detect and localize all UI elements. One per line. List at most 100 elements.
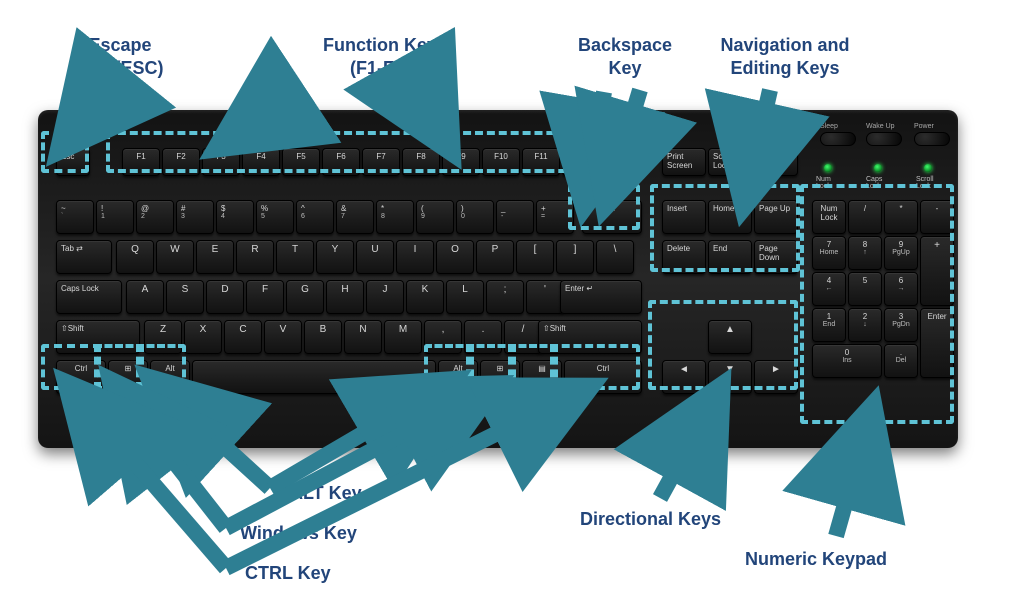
key-.[interactable]: . xyxy=(464,320,502,354)
key-np-r1-0[interactable]: Num Lock xyxy=(812,200,846,234)
key-row1-5[interactable]: %5 xyxy=(256,200,294,234)
key-f3[interactable]: F3 xyxy=(202,148,240,176)
key-n[interactable]: N xyxy=(344,320,382,354)
key-np-r1-2[interactable]: * xyxy=(884,200,918,234)
key-nav-top-0[interactable]: Print Screen xyxy=(662,148,706,176)
key-f10[interactable]: F10 xyxy=(482,148,520,176)
key-shift-left[interactable]: ⇧Shift xyxy=(56,320,140,354)
power-button[interactable] xyxy=(866,132,902,146)
key-np-6[interactable]: 6→ xyxy=(884,272,918,306)
key-\[interactable]: \ xyxy=(596,240,634,274)
key-/[interactable]: / xyxy=(504,320,542,354)
key-g[interactable]: G xyxy=(286,280,324,314)
key-backspace[interactable]: ← xyxy=(582,200,642,234)
key-y[interactable]: Y xyxy=(316,240,354,274)
power-button[interactable] xyxy=(820,132,856,146)
key-row1-4[interactable]: $4 xyxy=(216,200,254,234)
key-alt-right[interactable]: Alt xyxy=(438,360,478,394)
key-nav-0[interactable]: Insert xyxy=(662,200,706,234)
key-h[interactable]: H xyxy=(326,280,364,314)
key-arrow-left[interactable]: ◄ xyxy=(662,360,706,394)
key-np-3[interactable]: 3PgDn xyxy=(884,308,918,342)
key-f4[interactable]: F4 xyxy=(242,148,280,176)
key-nav2-1[interactable]: End xyxy=(708,240,752,274)
key-np-5[interactable]: 5 xyxy=(848,272,882,306)
key-np-8[interactable]: 8↑ xyxy=(848,236,882,270)
key-tab[interactable]: Tab ⇄ xyxy=(56,240,112,274)
key-row1-8[interactable]: *8 xyxy=(376,200,414,234)
key-f5[interactable]: F5 xyxy=(282,148,320,176)
key-row1-7[interactable]: &7 xyxy=(336,200,374,234)
key-f9[interactable]: F9 xyxy=(442,148,480,176)
key-f2[interactable]: F2 xyxy=(162,148,200,176)
key-np-0[interactable]: 0Ins xyxy=(812,344,882,378)
key-row1-10[interactable]: )0 xyxy=(456,200,494,234)
key-o[interactable]: O xyxy=(436,240,474,274)
key-shift-right[interactable]: ⇧Shift xyxy=(538,320,642,354)
key-row1-6[interactable]: ^6 xyxy=(296,200,334,234)
key-f11[interactable]: F11 xyxy=(522,148,560,176)
key-i[interactable]: I xyxy=(396,240,434,274)
key-f1[interactable]: F1 xyxy=(122,148,160,176)
key-np-7[interactable]: 7Home xyxy=(812,236,846,270)
key-c[interactable]: C xyxy=(224,320,262,354)
key-ctrl-left[interactable]: Ctrl xyxy=(56,360,106,394)
key-arrow-down[interactable]: ▼ xyxy=(708,360,752,394)
key-np-r1-1[interactable]: / xyxy=(848,200,882,234)
key-enter[interactable]: Enter ↵ xyxy=(560,280,642,314)
key-row1-3[interactable]: #3 xyxy=(176,200,214,234)
key-j[interactable]: J xyxy=(366,280,404,314)
key-row1-0[interactable]: ~` xyxy=(56,200,94,234)
key-f8[interactable]: F8 xyxy=(402,148,440,176)
key-a[interactable]: A xyxy=(126,280,164,314)
key-u[interactable]: U xyxy=(356,240,394,274)
key-nav-1[interactable]: Home xyxy=(708,200,752,234)
key-[[interactable]: [ xyxy=(516,240,554,274)
key-alt-left[interactable]: Alt xyxy=(150,360,190,394)
key-,[interactable]: , xyxy=(424,320,462,354)
key-np-9[interactable]: 9PgUp xyxy=(884,236,918,270)
key-win-left[interactable]: ⊞ xyxy=(108,360,148,394)
key-np-plus[interactable]: + xyxy=(920,236,954,306)
key-esc[interactable]: Esc xyxy=(56,148,90,176)
key-row1-1[interactable]: !1 xyxy=(96,200,134,234)
key-x[interactable]: X xyxy=(184,320,222,354)
power-button[interactable] xyxy=(914,132,950,146)
key-f[interactable]: F xyxy=(246,280,284,314)
key-arrow-up[interactable]: ▲ xyxy=(708,320,752,354)
key-ctrl-right[interactable]: Ctrl xyxy=(564,360,642,394)
key-row1-2[interactable]: @2 xyxy=(136,200,174,234)
key-row1-9[interactable]: (9 xyxy=(416,200,454,234)
key-f6[interactable]: F6 xyxy=(322,148,360,176)
key-nav2-2[interactable]: Page Down xyxy=(754,240,798,274)
key-np-dot[interactable]: .Del xyxy=(884,344,918,378)
key-][interactable]: ] xyxy=(556,240,594,274)
key-np-enter[interactable]: Enter xyxy=(920,308,954,378)
key-np-2[interactable]: 2↓ xyxy=(848,308,882,342)
key-k[interactable]: K xyxy=(406,280,444,314)
key-t[interactable]: T xyxy=(276,240,314,274)
key-nav2-0[interactable]: Delete xyxy=(662,240,706,274)
key-m[interactable]: M xyxy=(384,320,422,354)
key-f12[interactable]: F12 xyxy=(562,148,600,176)
key-b[interactable]: B xyxy=(304,320,342,354)
key-q[interactable]: Q xyxy=(116,240,154,274)
key-;[interactable]: ; xyxy=(486,280,524,314)
key-capslock[interactable]: Caps Lock xyxy=(56,280,122,314)
key-r[interactable]: R xyxy=(236,240,274,274)
key-f7[interactable]: F7 xyxy=(362,148,400,176)
key-arrow-right[interactable]: ► xyxy=(754,360,798,394)
key-p[interactable]: P xyxy=(476,240,514,274)
key-w[interactable]: W xyxy=(156,240,194,274)
key-z[interactable]: Z xyxy=(144,320,182,354)
key-row1-11[interactable]: _- xyxy=(496,200,534,234)
key-d[interactable]: D xyxy=(206,280,244,314)
key-l[interactable]: L xyxy=(446,280,484,314)
key-v[interactable]: V xyxy=(264,320,302,354)
key-np-4[interactable]: 4← xyxy=(812,272,846,306)
key-nav-top-1[interactable]: Scroll Lock xyxy=(708,148,752,176)
key-menu[interactable]: ▤ xyxy=(522,360,562,394)
key-nav-top-2[interactable]: Pause xyxy=(754,148,798,176)
key-np-r1-3[interactable]: - xyxy=(920,200,954,234)
key-'[interactable]: ' xyxy=(526,280,564,314)
